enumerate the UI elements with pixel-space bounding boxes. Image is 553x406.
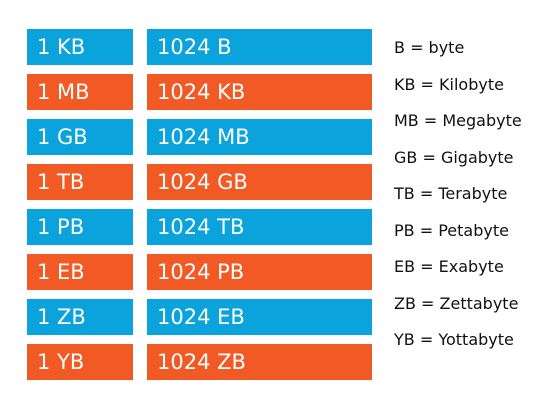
unit-column: 1 KB 1 MB 1 GB 1 TB 1 PB 1 EB 1 ZB 1 YB	[27, 29, 133, 389]
legend-item-kb: KB = Kilobyte	[394, 74, 504, 94]
unit-block-kb: 1 KB	[27, 29, 133, 65]
legend-item-eb: EB = Exabyte	[394, 257, 504, 276]
legend-item-tb: TB = Terabyte	[394, 184, 508, 203]
unit-block-gb: 1 GB	[27, 119, 133, 155]
unit-block-zb: 1 ZB	[27, 299, 133, 335]
legend-item-zb: ZB = Zettabyte	[394, 293, 519, 313]
equivalent-block-pb: 1024 TB	[147, 209, 372, 245]
legend-item-b: B = byte	[394, 38, 465, 57]
legend-item-pb: PB = Petabyte	[394, 220, 509, 240]
legend-item-yb: YB = Yottabyte	[394, 330, 514, 349]
equivalent-block-gb: 1024 MB	[147, 119, 372, 155]
equivalent-block-yb: 1024 ZB	[147, 344, 372, 380]
equivalent-block-eb: 1024 PB	[147, 254, 372, 290]
equivalent-block-mb: 1024 KB	[147, 74, 372, 110]
legend: B = byte KB = Kilobyte MB = Megabyte GB …	[394, 30, 549, 359]
equivalent-block-tb: 1024 GB	[147, 164, 372, 200]
unit-block-mb: 1 MB	[27, 74, 133, 110]
legend-item-mb: MB = Megabyte	[394, 111, 522, 130]
legend-item-gb: GB = Gigabyte	[394, 147, 514, 167]
unit-block-tb: 1 TB	[27, 164, 133, 200]
unit-block-eb: 1 EB	[27, 254, 133, 290]
equivalent-column: 1024 B 1024 KB 1024 MB 1024 GB 1024 TB 1…	[147, 29, 372, 389]
equivalent-block-zb: 1024 EB	[147, 299, 372, 335]
equivalent-block-kb: 1024 B	[147, 29, 372, 65]
unit-block-pb: 1 PB	[27, 209, 133, 245]
unit-block-yb: 1 YB	[27, 344, 133, 380]
